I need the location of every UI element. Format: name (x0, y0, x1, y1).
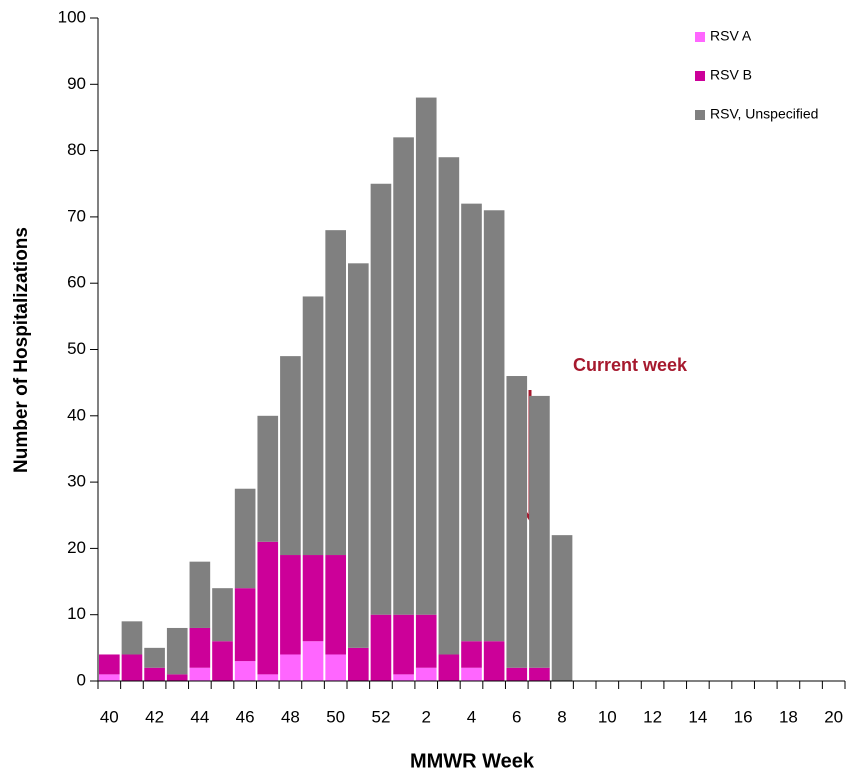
bar (144, 647, 165, 668)
bar (325, 230, 346, 556)
x-tick-label: 50 (326, 707, 345, 726)
bar (415, 97, 437, 615)
bar (234, 488, 256, 589)
x-tick-label: 42 (145, 707, 164, 726)
y-tick-label: 30 (67, 472, 86, 491)
bar (551, 535, 573, 681)
annotation: Current week (573, 355, 688, 375)
bar (483, 641, 505, 681)
x-tick-label: 46 (236, 707, 255, 726)
bar (506, 667, 528, 681)
bar (121, 654, 143, 681)
bar (280, 654, 301, 681)
bar (99, 674, 120, 681)
x-tick-label: 18 (779, 707, 798, 726)
bar (325, 555, 346, 655)
bar (121, 621, 143, 655)
x-tick-label: 48 (281, 707, 300, 726)
y-tick-label: 20 (67, 538, 86, 557)
y-tick-label: 100 (58, 7, 86, 26)
legend-label: RSV, Unspecified (710, 106, 818, 122)
x-tick-label: 12 (643, 707, 662, 726)
y-tick-label: 50 (67, 339, 86, 358)
bar (166, 627, 188, 675)
bar (302, 555, 324, 642)
bar (99, 654, 120, 675)
x-tick-label: 14 (688, 707, 707, 726)
y-axis-title: Number of Hospitalizations (11, 227, 32, 473)
bar (370, 183, 392, 615)
bar (189, 667, 211, 681)
bar (483, 210, 505, 642)
bar (529, 667, 550, 681)
bar (393, 614, 414, 675)
bar (529, 395, 550, 668)
y-tick-label: 80 (67, 140, 86, 159)
bar (302, 641, 324, 681)
bar (189, 627, 211, 668)
x-tick-label: 10 (598, 707, 617, 726)
x-tick-label: 52 (371, 707, 390, 726)
x-tick-label: 40 (100, 707, 119, 726)
bar (438, 157, 460, 655)
x-axis-title: MMWR Week (410, 750, 535, 772)
bar (144, 667, 165, 681)
bar (257, 541, 279, 675)
bar (212, 641, 233, 681)
x-tick-label: 2 (421, 707, 430, 726)
y-tick-label: 60 (67, 273, 86, 292)
bar (348, 263, 369, 648)
bar (370, 614, 392, 681)
bar (280, 356, 301, 556)
x-tick-label: 6 (512, 707, 521, 726)
bar (234, 588, 256, 662)
y-tick-label: 90 (67, 74, 86, 93)
x-tick-label: 20 (824, 707, 843, 726)
bar (415, 614, 437, 668)
y-tick-label: 0 (77, 670, 86, 689)
x-tick-label: 44 (190, 707, 209, 726)
bar (415, 667, 437, 681)
bar (393, 137, 414, 615)
bar (257, 674, 279, 681)
bar (348, 647, 369, 681)
bar (506, 376, 528, 668)
legend-label: RSV A (710, 28, 752, 44)
bar (166, 674, 188, 681)
bar (438, 654, 460, 681)
bar (257, 415, 279, 542)
bar (212, 588, 233, 642)
legend-swatch (695, 71, 705, 81)
legend-swatch (695, 32, 705, 42)
bar (393, 674, 414, 681)
bar (302, 296, 324, 556)
y-tick-label: 70 (67, 206, 86, 225)
x-tick-label: 4 (467, 707, 476, 726)
bar (461, 641, 482, 668)
legend-swatch (695, 110, 705, 120)
x-tick-label: 16 (734, 707, 753, 726)
legend-label: RSV B (710, 67, 752, 83)
bar (461, 203, 482, 642)
y-tick-label: 40 (67, 405, 86, 424)
bar (461, 667, 482, 681)
bar (189, 561, 211, 628)
y-tick-label: 10 (67, 604, 86, 623)
bar (280, 555, 301, 655)
bar (325, 654, 346, 681)
bar (234, 661, 256, 681)
x-tick-label: 8 (557, 707, 566, 726)
